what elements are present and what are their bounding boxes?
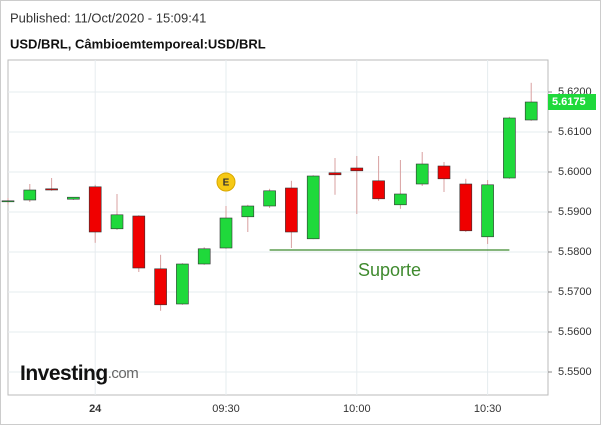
candle-body <box>437 165 451 180</box>
y-tick-label: 5.5600 <box>558 326 592 338</box>
candle-body <box>350 167 364 172</box>
last-price-box <box>548 94 596 110</box>
published: Published: 11/Oct/2020 - 15:09:41 <box>10 10 206 25</box>
x-tick-label: 10:00 <box>343 403 371 415</box>
candle-body <box>241 205 255 218</box>
candle-body <box>372 180 385 200</box>
y-tick-label: 5.6000 <box>558 166 592 178</box>
candle-body <box>67 196 80 200</box>
candle-body <box>154 268 167 306</box>
logo-suffix: .com <box>108 365 139 382</box>
candle-body <box>524 101 538 121</box>
y-tick-label: 5.5800 <box>558 246 592 258</box>
y-tick-label: 5.5700 <box>558 286 592 298</box>
candle-body <box>1 200 15 203</box>
candle-body <box>481 184 494 238</box>
x-tick-label: 09:30 <box>212 403 240 415</box>
y-tick-label: 5.5500 <box>558 366 592 378</box>
candle-body <box>197 248 211 265</box>
candle-body <box>110 214 124 230</box>
candle-body <box>306 175 320 240</box>
plot-area <box>7 59 549 396</box>
candle-body <box>132 215 146 269</box>
candle-body <box>459 183 473 232</box>
x-tick-label: 24 <box>89 403 102 415</box>
candle-body <box>503 117 516 179</box>
chart-title: USD/BRL, Câmbioemtemporeal:USD/BRL <box>10 36 266 51</box>
y-tick-label: 5.6100 <box>558 126 592 138</box>
candle-body <box>285 187 298 233</box>
last-price-label: 5.6175 <box>552 96 586 108</box>
candle-body <box>176 263 189 305</box>
candle-body <box>23 189 37 201</box>
event-label: E <box>223 178 230 189</box>
logo-text: Investing <box>20 362 108 385</box>
event-marker <box>216 172 236 192</box>
x-tick-label: 10:30 <box>474 403 502 415</box>
candle-body <box>219 217 233 249</box>
candle-body <box>394 193 407 206</box>
y-tick-label: 5.5900 <box>558 206 592 218</box>
candle-body <box>328 172 342 176</box>
logo: Investing.com <box>20 362 138 385</box>
candle-body <box>88 186 102 233</box>
candle-body <box>263 190 276 207</box>
support-label: Suporte <box>358 260 421 280</box>
candle-body <box>45 188 58 191</box>
candle-body <box>415 163 429 185</box>
